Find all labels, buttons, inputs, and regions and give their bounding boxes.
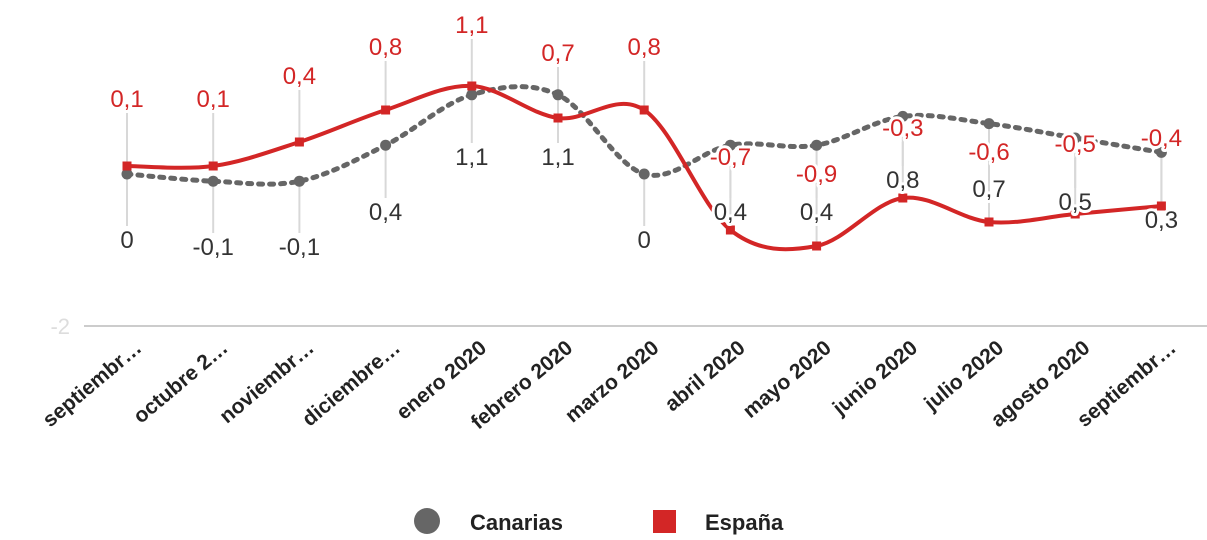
x-tick-8: abril 2020	[661, 336, 750, 416]
canarias-label-4: 0,4	[369, 199, 402, 226]
canarias-point-11	[983, 118, 995, 130]
canarias-point-4	[380, 139, 392, 151]
y-axis: -2	[50, 314, 1207, 339]
canarias-point-3	[293, 175, 305, 187]
x-tick-7: marzo 2020	[561, 336, 663, 427]
legend-item-canarias: Canarias	[414, 508, 563, 535]
espana-point-13	[1156, 201, 1166, 211]
canarias-point-2	[207, 175, 219, 187]
espana-label-6: 0,7	[541, 40, 574, 67]
y-tick-label: -2	[50, 314, 70, 339]
canarias-label-9: 0,4	[800, 199, 833, 226]
canarias-point-1	[121, 168, 133, 180]
legend-item-espana: España	[653, 510, 784, 535]
canarias-point-12	[1069, 132, 1081, 144]
canarias-label-10: 0,8	[886, 167, 919, 194]
canarias-point-13	[1155, 146, 1167, 158]
espana-label-2: 0,1	[197, 86, 230, 113]
espana-point-8	[725, 225, 735, 235]
canarias-label-7: 0	[638, 227, 651, 254]
canarias-point-6	[552, 89, 564, 101]
canarias-label-8: 0,4	[714, 199, 747, 226]
data-labels: 0,1 0,1 0,4 0,8 1,1 0,7 0,8 -0,7 -0,9 -0,3 -0,6 -0,…	[107, 9, 1185, 264]
espana-label-1: 0,1	[110, 86, 143, 113]
espana-label-5: 1,1	[455, 12, 488, 39]
canarias-label-5: 1,1	[455, 144, 488, 171]
espana-point-7	[639, 105, 649, 115]
espana-label-9: -0,9	[796, 161, 837, 188]
espana-label-7: 0,8	[628, 34, 661, 61]
legend-label-canarias: Canarias	[470, 510, 563, 535]
canarias-label-2: -0,1	[193, 234, 234, 261]
canarias-point-7	[638, 168, 650, 180]
espana-point-5	[467, 81, 477, 91]
espana-point-12	[1070, 209, 1080, 219]
canarias-label-11: 0,7	[972, 176, 1005, 203]
series-layer	[121, 39, 1167, 252]
canarias-point-5	[466, 89, 478, 101]
espana-point-10	[898, 193, 908, 203]
espana-point-3	[294, 137, 304, 147]
x-tick-10: junio 2020	[828, 336, 922, 420]
canarias-label-3: -0,1	[279, 234, 320, 261]
canarias-point-9	[811, 139, 823, 151]
espana-point-11	[984, 217, 994, 227]
espana-point-2	[208, 161, 218, 171]
espana-point-1	[122, 161, 132, 171]
legend: Canarias España	[414, 508, 784, 535]
espana-label-10: -0,3	[882, 115, 923, 142]
espana-point-9	[812, 241, 822, 251]
x-axis: septiembr…octubre 2…noviembr…diciembre…e…	[38, 336, 1180, 434]
legend-square-icon	[653, 510, 676, 533]
espana-label-12: -0,5	[1055, 131, 1096, 158]
espana-point-4	[381, 105, 391, 115]
x-tick-2: octubre 2…	[129, 336, 232, 428]
espana-label-3: 0,4	[283, 63, 316, 90]
espana-label-11: -0,6	[968, 139, 1009, 166]
x-tick-11: julio 2020	[919, 336, 1008, 416]
espana-label-13: -0,4	[1141, 125, 1182, 152]
x-tick-1: septiembr…	[38, 336, 146, 432]
canarias-label-12: 0,5	[1059, 189, 1092, 216]
espana-label-4: 0,8	[369, 34, 402, 61]
canarias-point-10	[897, 110, 909, 122]
espana-label-8: -0,7	[710, 144, 751, 171]
legend-label-espana: España	[705, 510, 784, 535]
canarias-point-8	[724, 139, 736, 151]
espana-point-6	[553, 113, 563, 123]
x-tick-9: mayo 2020	[739, 336, 836, 423]
canarias-label-1: 0	[120, 227, 133, 254]
canarias-label-6: 1,1	[541, 144, 574, 171]
legend-circle-icon	[414, 508, 440, 534]
canarias-label-13: 0,3	[1145, 207, 1178, 234]
